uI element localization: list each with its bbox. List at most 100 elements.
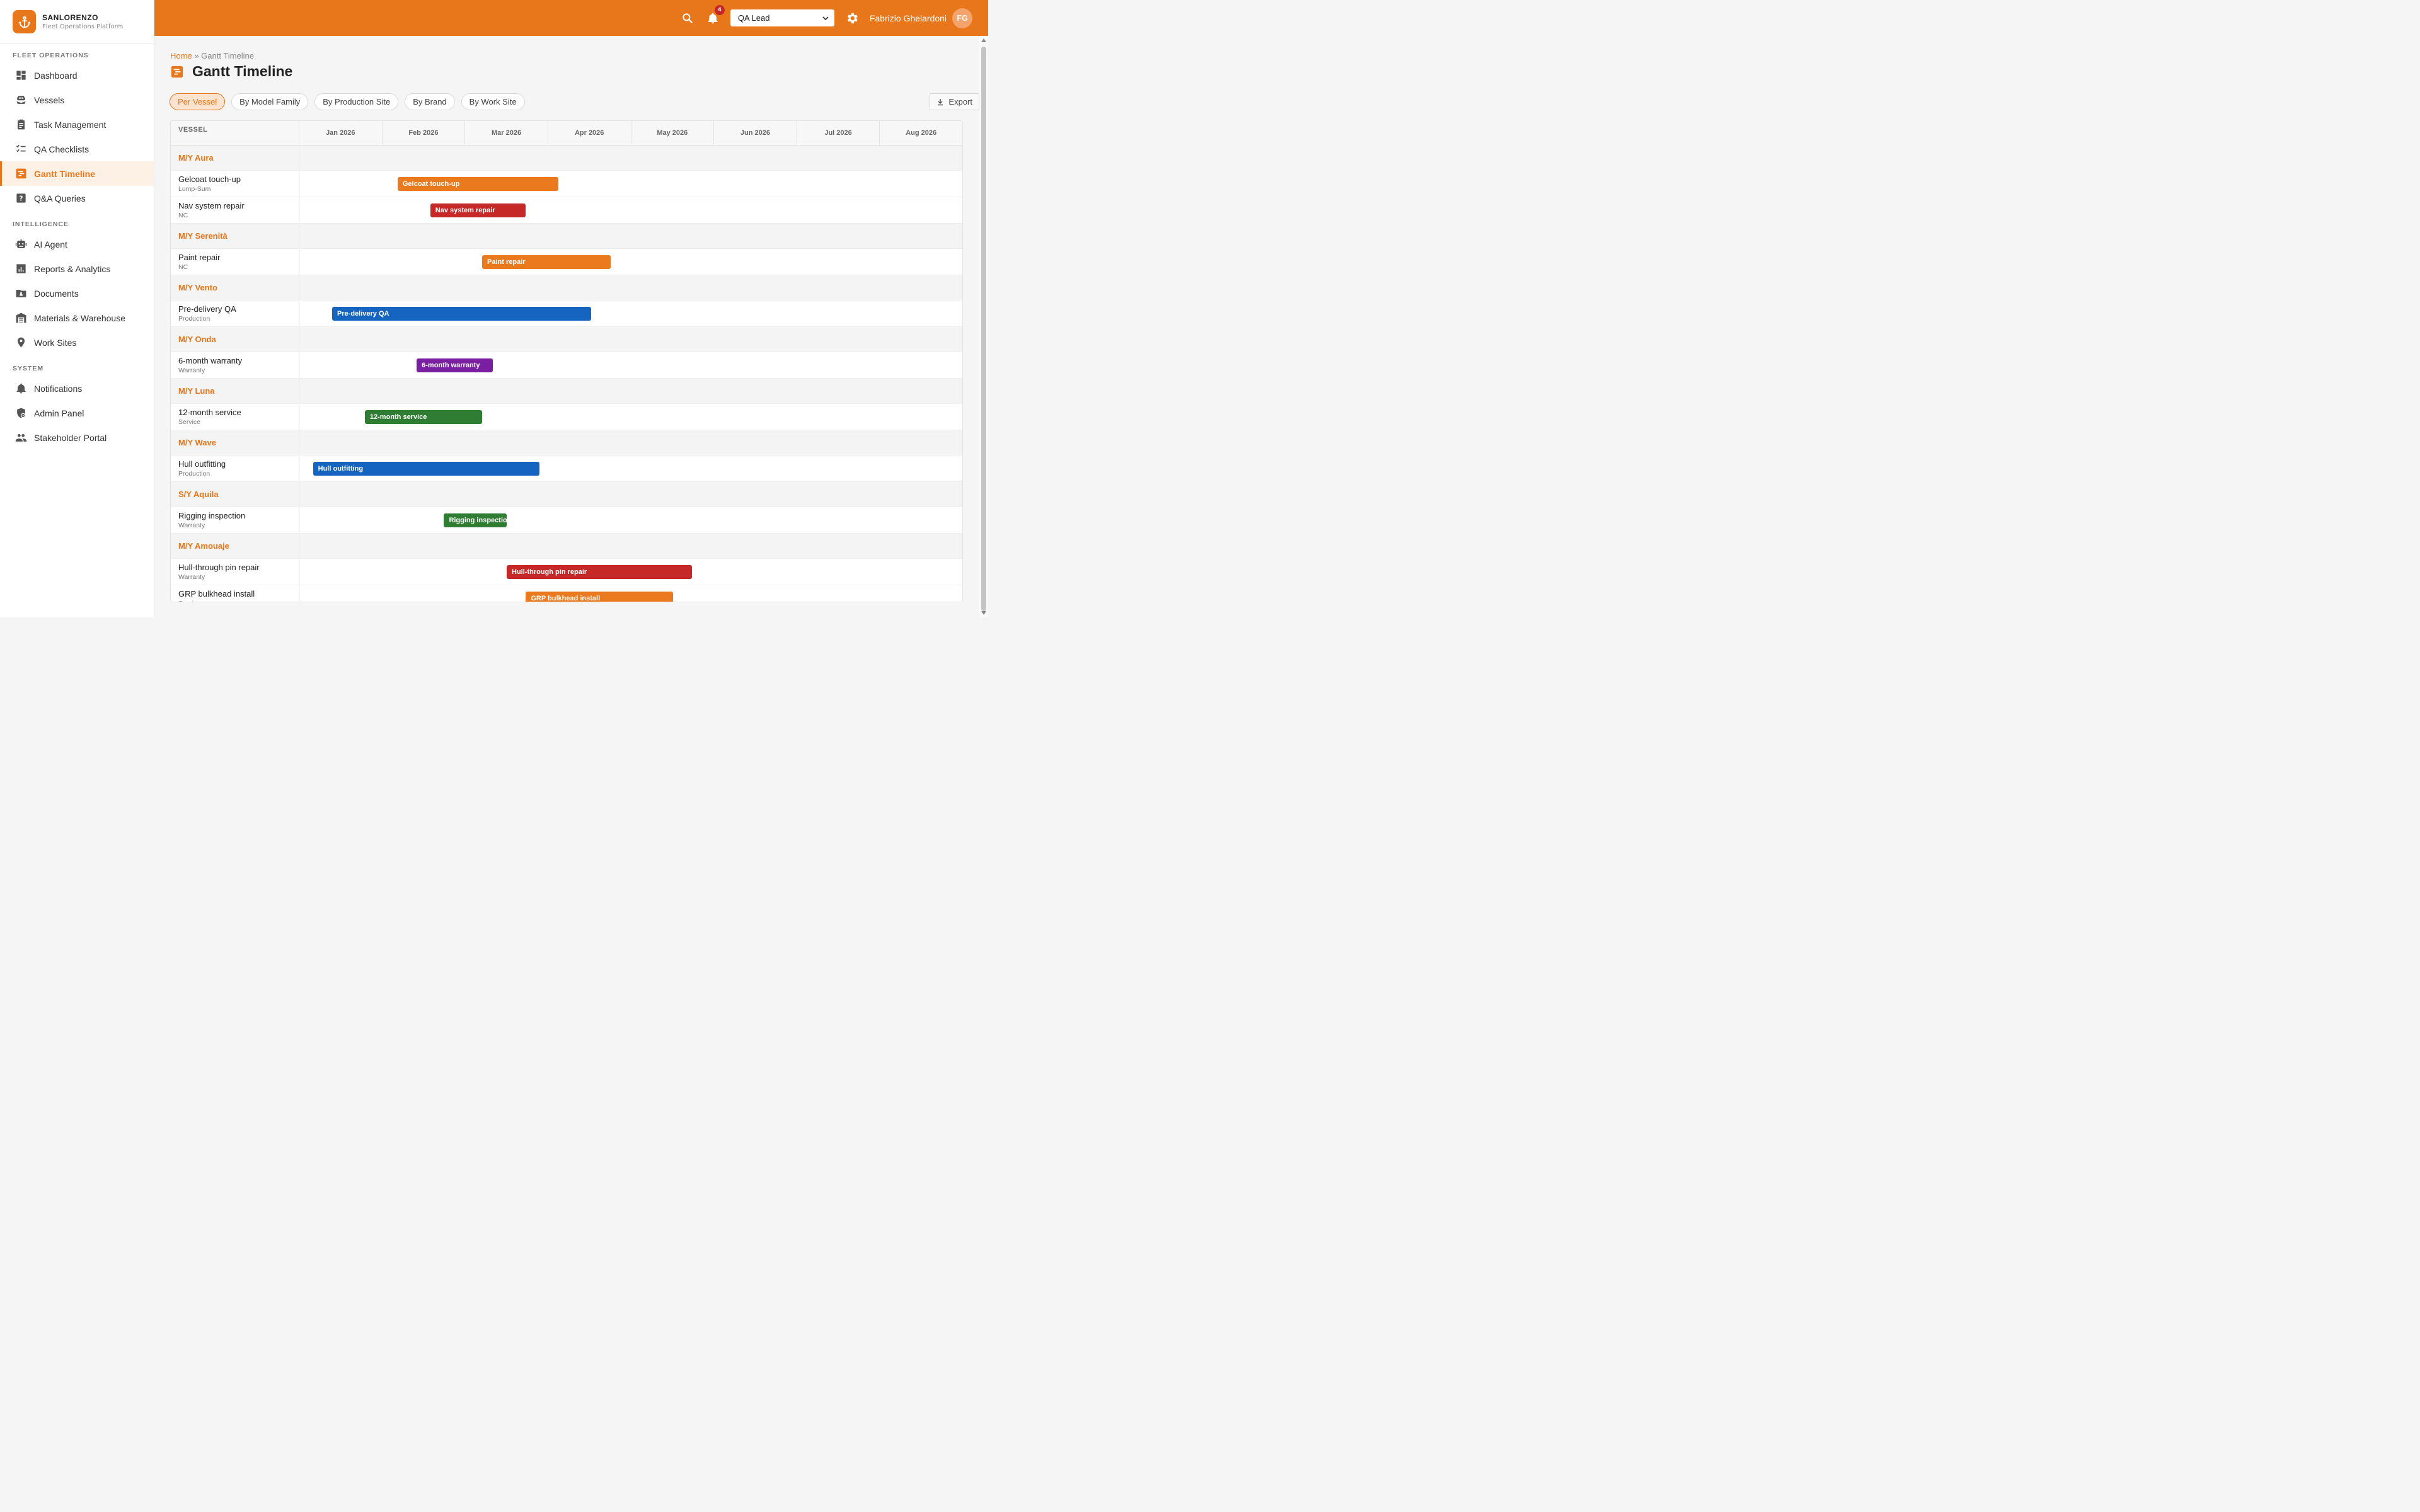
tab-by-work-site[interactable]: By Work Site <box>461 93 525 110</box>
vessel-group-row[interactable]: M/Y Amouaje <box>171 534 962 559</box>
sidebar-item-label: Notifications <box>34 383 83 394</box>
tab-by-brand[interactable]: By Brand <box>405 93 455 110</box>
month-label: Mar 2026 <box>465 121 548 145</box>
search-icon[interactable] <box>680 11 695 26</box>
sidebar-item-notifications[interactable]: Notifications <box>0 376 154 401</box>
gantt-icon <box>14 168 27 180</box>
breadcrumb-home-link[interactable]: Home <box>170 51 192 60</box>
task-label-cell: Nav system repair NC <box>171 197 299 223</box>
people-icon <box>14 432 27 444</box>
task-type: Warranty <box>178 367 205 374</box>
sidebar-item-task-management[interactable]: Task Management <box>0 112 154 137</box>
gantt-header: VESSEL Jan 2026 Feb 2026 Mar 2026 Apr 2026 M… <box>171 121 962 146</box>
vessel-name: M/Y Amouaje <box>171 534 299 558</box>
tab-per-vessel[interactable]: Per Vessel <box>170 93 226 110</box>
download-icon <box>938 98 943 105</box>
task-track: 6-month warranty <box>299 352 962 378</box>
vessel-name: M/Y Onda <box>171 327 299 352</box>
vessel-group-row[interactable]: M/Y Luna <box>171 379 962 404</box>
gantt-bar[interactable]: Paint repair <box>482 255 611 269</box>
sidebar-item-stakeholder-portal[interactable]: Stakeholder Portal <box>0 425 154 450</box>
gantt-bar[interactable]: 6-month warranty <box>417 358 493 372</box>
main-content: Home » Gantt Timeline Gantt Timeline Per… <box>154 36 979 617</box>
sidebar-item-gantt-timeline[interactable]: Gantt Timeline <box>0 161 154 186</box>
gantt-bar[interactable]: Nav system repair <box>430 203 526 217</box>
chevron-down-icon <box>822 16 829 20</box>
user-name[interactable]: Fabrizio Ghelardoni <box>869 13 947 23</box>
sidebar-item-label: Work Sites <box>34 337 77 348</box>
tab-by-model-family[interactable]: By Model Family <box>231 93 309 110</box>
gantt-bar[interactable]: GRP bulkhead install <box>526 592 674 602</box>
task-row[interactable]: Paint repair NC Paint repair <box>171 249 962 275</box>
task-row[interactable]: Hull-through pin repair Warranty Hull-thro… <box>171 559 962 585</box>
breadcrumb-separator: » <box>194 51 199 60</box>
title-row: Gantt Timeline <box>170 63 292 80</box>
task-row[interactable]: Nav system repair NC Nav system repair <box>171 197 962 224</box>
month-label: Jun 2026 <box>714 121 797 145</box>
task-row[interactable]: 6-month warranty Warranty 6-month warranty <box>171 352 962 379</box>
task-type: Lump-Sum <box>178 185 211 193</box>
month-axis: Jan 2026 Feb 2026 Mar 2026 Apr 2026 May 2026… <box>299 121 962 145</box>
brand-subtitle: Fleet Operations Platform <box>42 23 124 30</box>
vessel-name: M/Y Vento <box>171 275 299 300</box>
role-select[interactable]: QA Lead <box>730 9 834 26</box>
sidebar-item-documents[interactable]: Documents <box>0 281 154 306</box>
task-row[interactable]: Pre-delivery QA Production Pre-delivery QA <box>171 301 962 327</box>
task-row[interactable]: Gelcoat touch-up Lump-Sum Gelcoat touch-up <box>171 171 962 197</box>
export-button[interactable]: Export <box>930 93 979 110</box>
sidebar-item-materials-warehouse[interactable]: Materials & Warehouse <box>0 306 154 330</box>
scroll-down-arrow-icon[interactable] <box>981 611 986 615</box>
gantt-bar[interactable]: Gelcoat touch-up <box>397 177 559 191</box>
vessel-group-row[interactable]: S/Y Aquila <box>171 482 962 507</box>
view-tabs: Per Vessel By Model Family By Production S… <box>170 93 531 110</box>
sidebar-item-q-a-queries[interactable]: ? Q&A Queries <box>0 186 154 210</box>
avatar[interactable]: FG <box>952 8 972 28</box>
ship-icon <box>14 94 27 106</box>
vessel-group-row[interactable]: M/Y Serenità <box>171 224 962 249</box>
task-label-cell: GRP bulkhead install Service <box>171 585 299 602</box>
page-title: Gantt Timeline <box>192 63 293 79</box>
sidebar-item-vessels[interactable]: Vessels <box>0 88 154 112</box>
gantt-bar[interactable]: Pre-delivery QA <box>331 307 592 321</box>
brand[interactable]: SANLORENZO Fleet Operations Platform <box>0 0 154 44</box>
vertical-scrollbar[interactable] <box>979 36 988 617</box>
help-icon: ? <box>14 192 27 205</box>
scroll-thumb[interactable] <box>981 47 986 611</box>
vessel-group-row[interactable]: M/Y Wave <box>171 430 962 455</box>
task-type: NC <box>178 212 188 219</box>
task-row[interactable]: GRP bulkhead installServiceGRP bulkhead … <box>171 585 962 602</box>
month-label: Jul 2026 <box>797 121 880 145</box>
sidebar: SANLORENZO Fleet Operations Platform FLE… <box>0 0 154 617</box>
sidebar-item-dashboard[interactable]: Dashboard <box>0 63 154 88</box>
task-row[interactable]: Rigging inspection Warranty Rigging inspec… <box>171 507 962 534</box>
gantt-bar[interactable]: Rigging inspection <box>444 513 507 527</box>
task-name: Paint repair <box>178 253 221 262</box>
task-name: Gelcoat touch-up <box>178 175 241 184</box>
sidebar-item-label: Materials & Warehouse <box>34 312 125 323</box>
gantt-body: M/Y Aura Gelcoat touch-up Lump-Sum Gelcoat … <box>171 146 962 602</box>
sidebar-item-qa-checklists[interactable]: QA Checklists <box>0 137 154 161</box>
group-track <box>299 430 962 455</box>
svg-text:?: ? <box>19 195 23 202</box>
vessel-group-row[interactable]: M/Y Aura <box>171 146 962 171</box>
scroll-up-arrow-icon[interactable] <box>981 38 986 42</box>
task-type: Service <box>178 600 291 602</box>
task-name: 6-month warranty <box>178 356 243 365</box>
task-type: Service <box>178 418 201 426</box>
gear-icon[interactable] <box>844 11 860 26</box>
vessel-group-row[interactable]: M/Y Vento <box>171 275 962 301</box>
task-row[interactable]: 12-month service Service 12-month service <box>171 404 962 430</box>
brand-name: SANLORENZO <box>42 13 98 22</box>
tab-by-production-site[interactable]: By Production Site <box>314 93 399 110</box>
sidebar-item-reports-analytics[interactable]: Reports & Analytics <box>0 256 154 281</box>
vessel-group-row[interactable]: M/Y Onda <box>171 327 962 352</box>
sidebar-item-label: Q&A Queries <box>34 193 86 203</box>
sidebar-item-work-sites[interactable]: Work Sites <box>0 330 154 355</box>
gantt-bar[interactable]: 12-month service <box>364 410 483 424</box>
notifications-bell-icon[interactable]: 4 <box>705 4 725 26</box>
gantt-bar[interactable]: Hull-through pin repair <box>507 565 693 579</box>
gantt-bar[interactable]: Hull outfitting <box>313 462 539 476</box>
task-row[interactable]: Hull outfitting Production Hull outfitting <box>171 455 962 482</box>
sidebar-item-admin-panel[interactable]: Admin Panel <box>0 401 154 425</box>
sidebar-item-ai-agent[interactable]: AI Agent <box>0 232 154 256</box>
